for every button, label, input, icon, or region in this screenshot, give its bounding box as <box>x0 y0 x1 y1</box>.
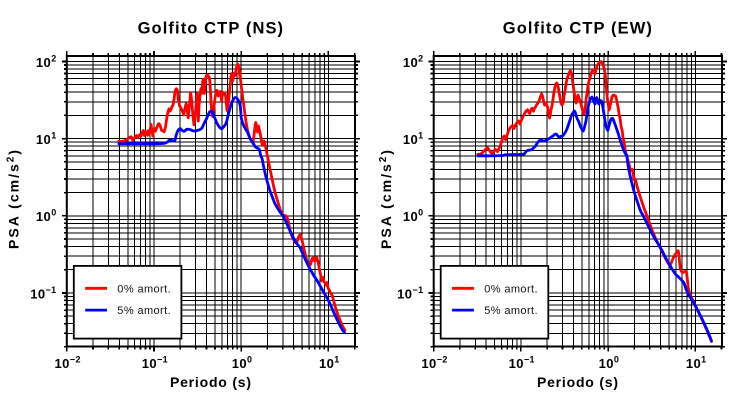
svg-text:100: 100 <box>599 354 620 371</box>
svg-text:101: 101 <box>686 354 707 371</box>
svg-text:0% amort.: 0% amort. <box>484 283 538 295</box>
svg-text:PSA (cm/s2): PSA (cm/s2) <box>6 148 22 249</box>
svg-text:5% amort.: 5% amort. <box>484 305 538 317</box>
svg-text:0% amort.: 0% amort. <box>117 283 171 295</box>
svg-text:100: 100 <box>232 354 253 371</box>
svg-text:Periodo (s): Periodo (s) <box>170 374 252 390</box>
svg-text:Golfito CTP (EW): Golfito CTP (EW) <box>503 20 653 38</box>
svg-text:5% amort.: 5% amort. <box>117 305 171 317</box>
svg-text:101: 101 <box>36 131 57 148</box>
svg-text:102: 102 <box>36 53 57 70</box>
svg-text:102: 102 <box>403 53 424 70</box>
svg-text:Periodo (s): Periodo (s) <box>537 374 619 390</box>
svg-text:101: 101 <box>319 354 340 371</box>
svg-text:100: 100 <box>403 208 424 225</box>
svg-text:101: 101 <box>403 131 424 148</box>
svg-text:100: 100 <box>36 208 57 225</box>
svg-text:PSA (cm/s2): PSA (cm/s2) <box>378 148 394 249</box>
svg-text:Golfito CTP (NS): Golfito CTP (NS) <box>138 20 285 38</box>
